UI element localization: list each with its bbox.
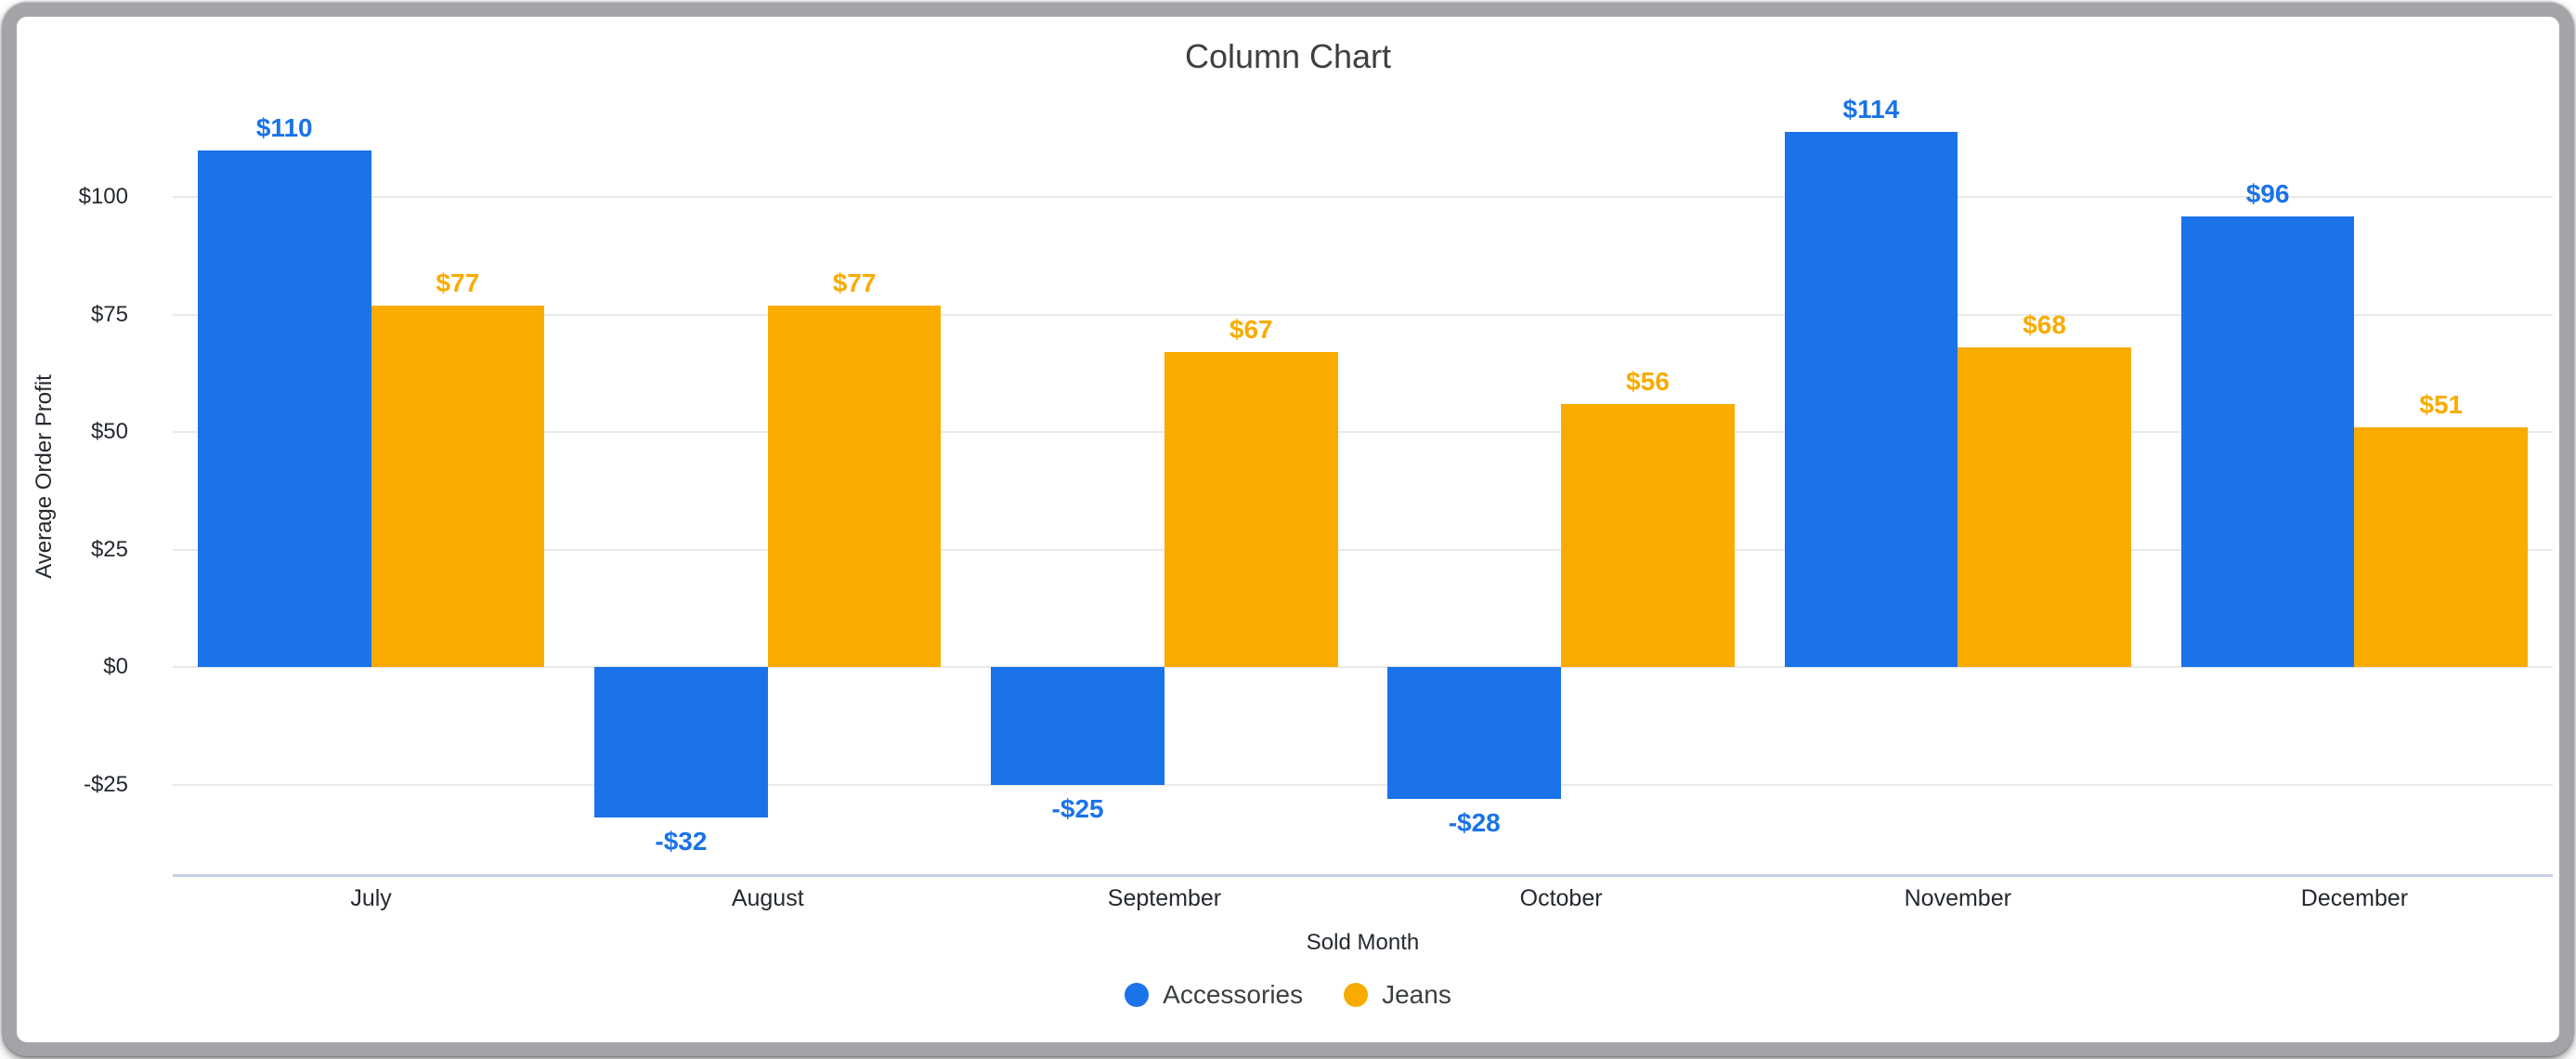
gridline <box>173 783 2553 786</box>
bar-value-label: -$25 <box>1051 793 1104 823</box>
x-tick-label-december: December <box>2300 885 2409 911</box>
x-axis-labels: July August September October November Decemb… <box>173 882 2553 915</box>
bar-accessories-july[interactable] <box>197 150 371 668</box>
x-tick-label-november: November <box>1904 885 2011 911</box>
y-tick-label: $50 <box>90 419 128 445</box>
x-axis-line <box>173 874 2553 877</box>
legend-marker-icon <box>1125 983 1150 1007</box>
legend: Accessories Jeans <box>17 978 2559 1012</box>
gridline <box>173 431 2553 434</box>
chart-title: Column Chart <box>1184 37 1392 75</box>
legend-item-accessories[interactable]: Accessories <box>1125 980 1303 1010</box>
bar-accessories-october[interactable] <box>1387 667 1562 800</box>
y-tick-label: $75 <box>90 301 128 327</box>
gridline <box>173 313 2553 316</box>
bar-value-label: $68 <box>2023 310 2066 340</box>
y-axis-tick-labels: $100 $75 $50 $25 $0 -$25 <box>17 80 128 874</box>
bar-accessories-august[interactable] <box>594 667 768 818</box>
legend-label: Accessories <box>1163 980 1304 1009</box>
chart-window: Column Chart Average Order Profit $100 $7… <box>3 3 2573 1056</box>
bar-accessories-december[interactable] <box>2180 216 2355 668</box>
x-axis-title: Sold Month <box>1306 930 1420 955</box>
plot-area: $110 $77 -$32 $77 -$25 $67 -$28 $56 $114 $68 $96 $5… <box>173 80 2553 877</box>
x-tick-label-july: July <box>350 885 392 911</box>
bar-accessories-november[interactable] <box>1784 131 1958 668</box>
legend-item-jeans[interactable]: Jeans <box>1344 980 1451 1010</box>
y-tick-label: $100 <box>78 184 128 210</box>
column-chart: Column Chart Average Order Profit $100 $7… <box>17 17 2559 1042</box>
gridline <box>173 196 2553 199</box>
bar-value-label: $67 <box>1229 315 1273 345</box>
bar-value-label: $77 <box>832 268 877 297</box>
bar-value-label: $110 <box>255 112 313 142</box>
y-tick-label: $25 <box>90 536 128 562</box>
x-tick-label-september: September <box>1107 885 1222 911</box>
bar-jeans-september[interactable] <box>1164 352 1338 668</box>
legend-marker-icon <box>1344 983 1369 1007</box>
x-tick-label-october: October <box>1519 885 1603 911</box>
bar-jeans-december[interactable] <box>2354 427 2529 668</box>
x-tick-label-august: August <box>731 885 804 911</box>
bar-jeans-august[interactable] <box>767 305 942 668</box>
bar-value-label: -$28 <box>1448 808 1501 838</box>
bar-value-label: $77 <box>436 268 480 297</box>
bar-jeans-november[interactable] <box>1958 347 2131 668</box>
gridline <box>173 666 2553 669</box>
bar-accessories-september[interactable] <box>991 667 1164 785</box>
y-tick-label: $0 <box>103 654 128 680</box>
bar-value-label: -$32 <box>655 827 708 856</box>
legend-label: Jeans <box>1382 980 1451 1009</box>
bar-value-label: $56 <box>1626 367 1670 397</box>
bar-value-label: $51 <box>2419 390 2464 420</box>
y-tick-label: -$25 <box>83 771 128 797</box>
bar-value-label: $96 <box>2245 178 2290 208</box>
bar-jeans-july[interactable] <box>371 305 545 668</box>
bar-jeans-october[interactable] <box>1561 404 1735 668</box>
gridline <box>173 548 2553 551</box>
bar-value-label: $114 <box>1842 94 1900 124</box>
